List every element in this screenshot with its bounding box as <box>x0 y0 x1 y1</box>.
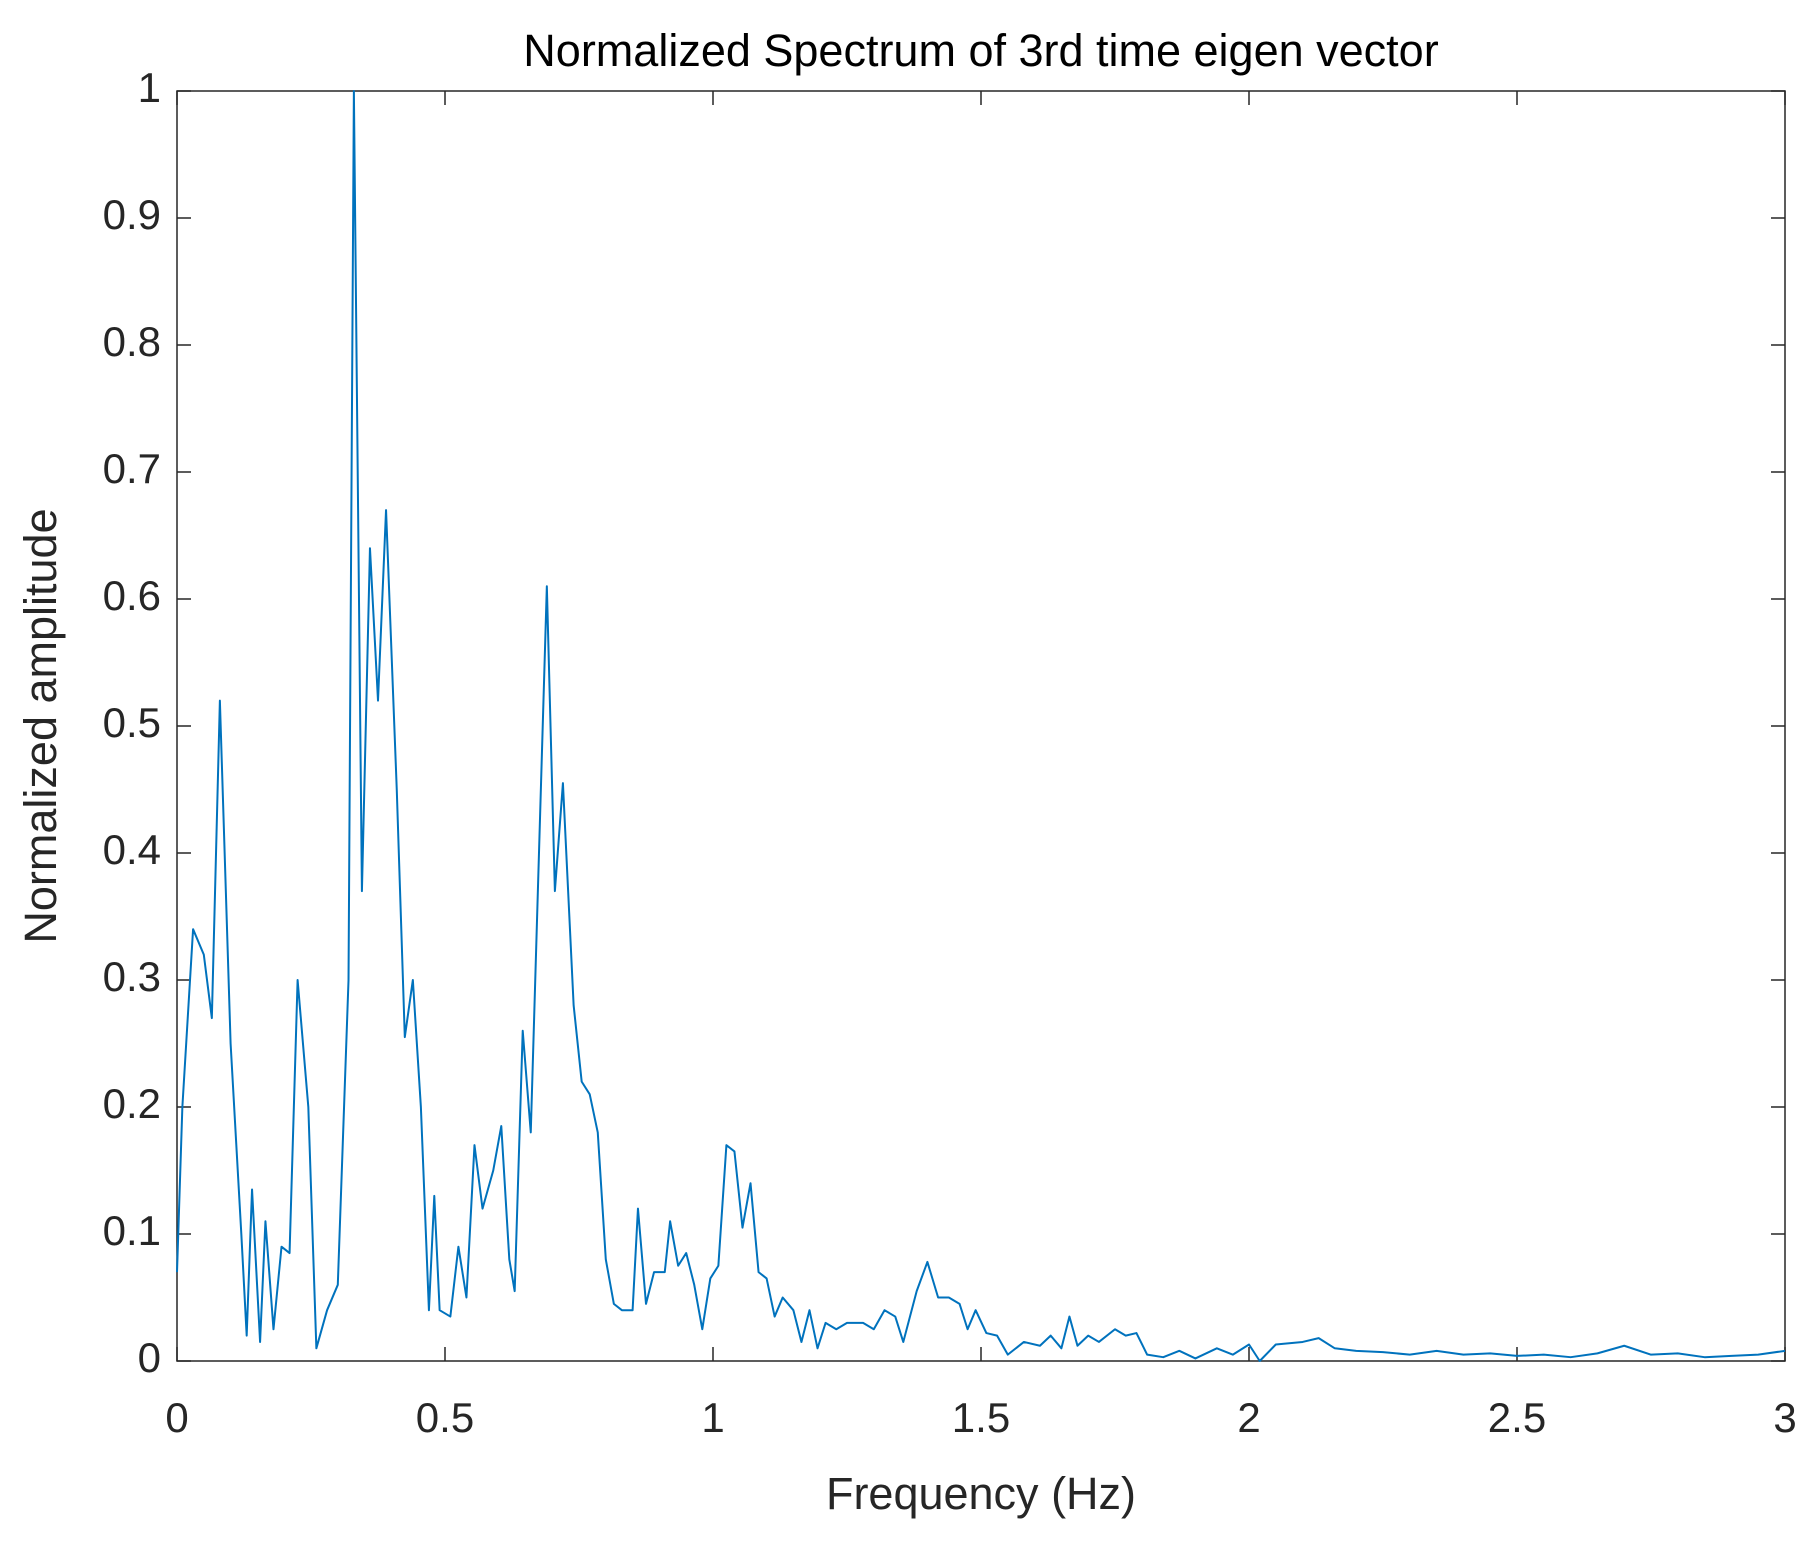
x-tick-label: 0.5 <box>416 1394 474 1441</box>
x-tick-label: 0 <box>165 1394 188 1441</box>
y-tick-label: 0.4 <box>103 826 161 873</box>
y-axis-label: Normalized amplitude <box>15 508 66 943</box>
chart-title: Normalized Spectrum of 3rd time eigen ve… <box>523 25 1438 76</box>
y-tick-label: 0.2 <box>103 1080 161 1127</box>
y-tick-label: 0.3 <box>103 953 161 1000</box>
line-series <box>176 90 1786 1362</box>
y-tick-label: 0.1 <box>103 1207 161 1254</box>
y-tick-label: 0 <box>138 1334 161 1381</box>
y-tick-label: 1 <box>138 64 161 111</box>
x-tick-label: 1.5 <box>952 1394 1010 1441</box>
plot-area <box>176 90 1786 1362</box>
x-axis-label: Frequency (Hz) <box>826 1468 1136 1519</box>
y-tick-label: 0.8 <box>103 318 161 365</box>
x-tick-label: 3 <box>1773 1394 1796 1441</box>
x-tick-label: 1 <box>701 1394 724 1441</box>
x-tick-label: 2.5 <box>1488 1394 1546 1441</box>
y-tick-label: 0.9 <box>103 191 161 238</box>
y-tick-label: 0.5 <box>103 699 161 746</box>
x-tick-label: 2 <box>1237 1394 1260 1441</box>
y-tick-label: 0.7 <box>103 445 161 492</box>
y-tick-label: 0.6 <box>103 572 161 619</box>
